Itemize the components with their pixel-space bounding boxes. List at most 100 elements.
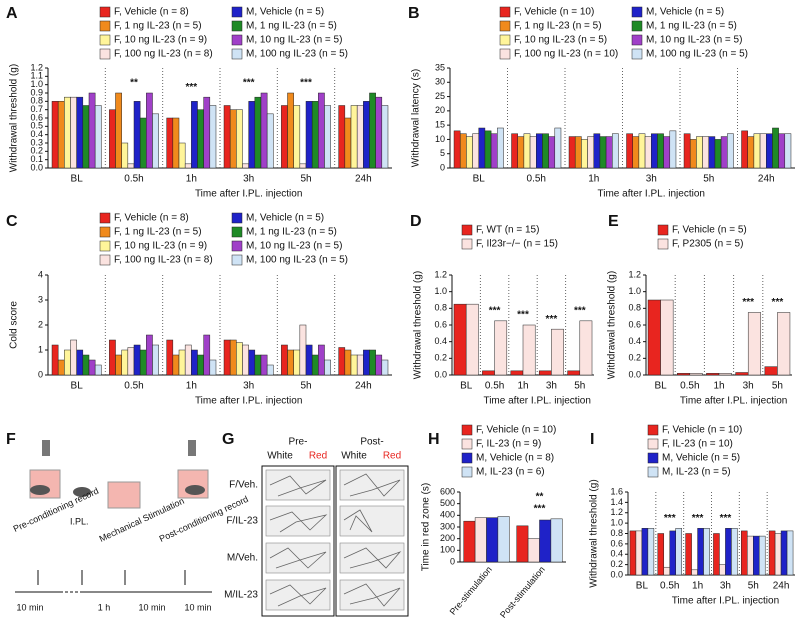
- bar: [747, 312, 762, 376]
- legend-label: M, IL-23 (n = 5): [662, 467, 731, 478]
- bar: [350, 354, 358, 376]
- bar: [472, 133, 480, 169]
- bar: [747, 136, 755, 169]
- bar: [657, 133, 664, 169]
- time-label: 10 min: [16, 602, 43, 612]
- y-tick-label: 15: [435, 120, 445, 130]
- bar: [651, 133, 658, 169]
- legend-label: F, IL-23 (n = 10): [662, 439, 733, 450]
- y-tick-label: 25: [435, 91, 445, 101]
- panel-label: E: [608, 213, 619, 230]
- legend-swatch: [99, 240, 111, 252]
- legend-label: M, 100 ng IL-23 (n = 5): [246, 255, 348, 266]
- bar: [632, 136, 640, 169]
- bar: [293, 105, 301, 169]
- y-tick-label: 1.1: [30, 71, 43, 81]
- tracks: [265, 469, 405, 611]
- bar: [76, 96, 84, 169]
- legend-swatch: [461, 238, 473, 250]
- bar: [197, 354, 204, 376]
- y-tick-label: 0.7: [30, 104, 43, 114]
- bar: [478, 127, 486, 169]
- bar: [203, 96, 211, 169]
- legend-label: F, Vehicle (n = 10): [476, 425, 556, 436]
- legend-label: M, 10 ng IL-23 (n = 5): [646, 35, 742, 46]
- zone-label: White: [267, 451, 293, 462]
- y-axis-label: Withdrawal threshold (g): [607, 271, 618, 379]
- y-tick-label: 500: [440, 498, 455, 508]
- panel-label: H: [428, 431, 440, 448]
- y-tick-label: 1: [38, 344, 43, 354]
- trajectory: [343, 583, 401, 607]
- bar: [593, 133, 601, 169]
- bar: [689, 139, 697, 169]
- legend-label: F, 100 ng IL-23 (n = 10): [514, 49, 618, 60]
- bar: [172, 354, 180, 376]
- bar: [676, 373, 691, 376]
- x-axis-label: Time after I.PL. injection: [680, 396, 787, 407]
- bar: [568, 136, 576, 169]
- y-tick-label: 0.8: [434, 303, 447, 313]
- mouse: [30, 485, 50, 495]
- y-tick-label: 0.6: [610, 538, 623, 548]
- x-tick-label: 0.5h: [124, 381, 143, 392]
- x-tick-label: 0.5h: [527, 174, 546, 185]
- y-axis-label: Withdrawal threshold (g): [9, 64, 20, 172]
- y-tick-label: 1.2: [610, 507, 623, 517]
- bar: [786, 530, 794, 576]
- legend-swatch: [499, 34, 511, 46]
- y-tick-label: 0.1: [30, 154, 43, 164]
- bar: [281, 344, 288, 376]
- x-tick-label: 1h: [186, 174, 197, 185]
- bar: [146, 334, 153, 376]
- track: [339, 469, 405, 501]
- significance: ***: [489, 305, 501, 316]
- bar: [706, 373, 720, 376]
- bar: [587, 136, 594, 169]
- bar: [629, 530, 637, 576]
- significance: ***: [534, 503, 546, 514]
- bar: [64, 349, 71, 376]
- bar: [109, 339, 116, 376]
- bar: [753, 535, 760, 576]
- y-tick-label: 0.4: [434, 336, 447, 346]
- bar: [375, 354, 383, 376]
- legend-label: M, Vehicle (n = 5): [246, 213, 324, 224]
- bar: [517, 136, 525, 169]
- y-tick-label: 0.0: [610, 569, 623, 579]
- y-tick-label: 0.2: [30, 146, 43, 156]
- y-tick-label: 0: [38, 369, 43, 379]
- bar: [554, 127, 562, 169]
- trajectory: [343, 473, 401, 497]
- bar: [281, 105, 288, 169]
- bar: [685, 533, 692, 576]
- x-tick-label: Pre-stimulation: [448, 564, 494, 616]
- bar: [242, 163, 249, 169]
- bar: [453, 303, 467, 376]
- bar: [191, 101, 198, 169]
- x-tick-label: 0.5h: [485, 381, 504, 392]
- legend-swatch: [231, 226, 243, 238]
- bar: [115, 354, 122, 376]
- legend-label: F, 10 ng IL-23 (n = 9): [114, 35, 207, 46]
- bar: [522, 324, 536, 376]
- significance: ***: [692, 513, 704, 524]
- bar: [223, 105, 231, 169]
- x-tick-label: 5h: [703, 174, 714, 185]
- legend-label: M, Vehicle (n = 5): [662, 453, 740, 464]
- x-axis-label: Time after I.PL. injection: [672, 596, 779, 607]
- bar: [490, 133, 498, 169]
- legend-swatch: [461, 424, 473, 436]
- legend-label: M, 1 ng IL-23 (n = 5): [246, 227, 337, 238]
- bar: [784, 133, 792, 169]
- legend-label: M, Vehicle (n = 5): [646, 7, 724, 18]
- y-tick-label: 0.2: [628, 353, 641, 363]
- camera: [42, 440, 50, 456]
- bar: [229, 339, 237, 376]
- bar: [768, 530, 776, 576]
- bar: [293, 349, 301, 376]
- bar: [248, 349, 256, 376]
- bar: [338, 347, 346, 376]
- legend-label: F, WT (n = 15): [476, 225, 539, 236]
- trajectory: [269, 547, 327, 569]
